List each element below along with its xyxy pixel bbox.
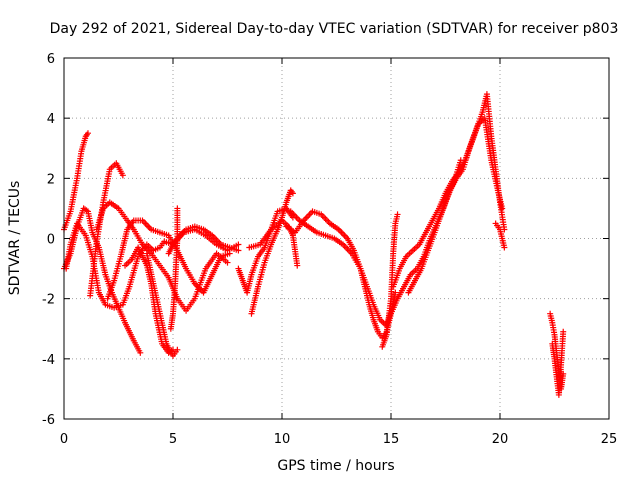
x-axis-label: GPS time / hours — [277, 458, 394, 474]
y-tick-label: 2 — [47, 172, 55, 187]
x-tick-label: 10 — [274, 432, 291, 447]
data-point — [224, 259, 231, 266]
data-markers — [61, 91, 567, 398]
data-point — [84, 130, 91, 137]
chart-title: Day 292 of 2021, Sidereal Day-to-day VTE… — [50, 21, 619, 37]
data-point — [394, 211, 401, 218]
series-t19 — [405, 157, 464, 296]
data-point — [226, 250, 233, 257]
series-t17 — [388, 91, 508, 317]
y-tick-label: -2 — [42, 293, 55, 308]
x-tick-label: 0 — [60, 432, 68, 447]
x-tick-label: 25 — [601, 432, 618, 447]
data-point — [235, 247, 242, 254]
y-tick-label: 0 — [47, 233, 55, 248]
series-t20 — [492, 220, 508, 251]
y-tick-label: 6 — [47, 52, 55, 67]
data-point — [174, 346, 181, 353]
y-tick-label: -6 — [42, 413, 55, 428]
axis-ticks: 0 5 10 15 20 25 -6 -4 -2 0 2 4 6 — [42, 52, 617, 447]
y-tick-label: 4 — [47, 112, 55, 127]
data-point — [457, 157, 464, 164]
data-point — [294, 262, 301, 269]
data-point — [499, 205, 506, 212]
x-tick-label: 20 — [492, 432, 509, 447]
series-t22 — [549, 328, 567, 398]
data-point — [392, 289, 399, 296]
series-t8 — [143, 250, 181, 359]
x-tick-label: 15 — [383, 432, 400, 447]
series-t11 — [235, 205, 296, 296]
x-tick-label: 5 — [169, 432, 177, 447]
data-point — [289, 190, 296, 197]
series-t15 — [287, 208, 394, 329]
data-point — [235, 241, 242, 248]
series-t10 — [165, 223, 242, 257]
data-point — [560, 328, 567, 335]
data-point — [501, 244, 508, 251]
series-t2 — [61, 130, 91, 233]
data-point — [137, 349, 144, 356]
series-t13 — [246, 217, 301, 269]
y-tick-label: -4 — [42, 353, 55, 368]
data-point — [119, 172, 126, 179]
series-t18 — [390, 115, 506, 290]
data-point — [174, 205, 181, 212]
series-t12 — [248, 187, 296, 317]
series-t9 — [167, 205, 181, 332]
y-axis-label: SDTVAR / TECUs — [7, 181, 23, 296]
